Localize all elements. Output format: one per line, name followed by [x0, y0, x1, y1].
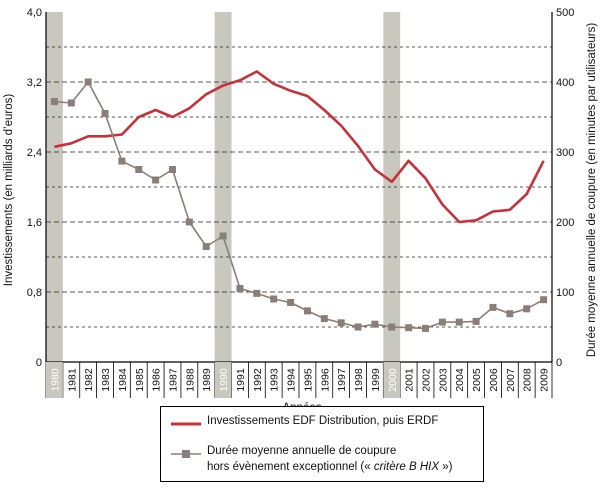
data-point: [489, 303, 497, 311]
legend-label-outage-line2: hors évènement exceptionnel (« critère B…: [207, 461, 452, 473]
data-point: [287, 299, 295, 306]
legend-label-outage-line2-end: »): [439, 461, 453, 473]
data-point: [84, 78, 92, 86]
y-tick-label-left: 2,4: [27, 147, 42, 159]
data-point: [438, 318, 446, 326]
legend-label-outage-line2-start: hors évènement exceptionnel («: [207, 461, 374, 473]
y-tick-label-right: 200: [556, 217, 574, 229]
data-point: [202, 243, 210, 250]
data-point: [506, 310, 514, 318]
series-1: [50, 78, 548, 332]
y-tick-label-right: 0: [556, 357, 562, 369]
legend-label-outage-line1: Durée moyenne annuelle de coupure: [207, 445, 397, 457]
x-tick-label: 1998: [353, 368, 365, 392]
data-point: [152, 176, 160, 184]
x-tick-label: 2004: [454, 368, 466, 392]
data-point: [67, 99, 75, 107]
x-tick-band-1980: [46, 362, 63, 398]
x-tick-label: 1981: [66, 368, 78, 392]
x-tick-band-2000: [383, 362, 401, 398]
y-tick-label-left: 0: [36, 357, 42, 369]
highlight-bands: [46, 12, 401, 362]
y-axis-label-left: Investissements (en milliards d’euros): [3, 94, 15, 287]
data-point: [540, 296, 548, 304]
series-0: [54, 70, 545, 224]
y-tick-label-left: 1,6: [27, 217, 42, 229]
data-point: [118, 157, 126, 165]
x-tick-label: 1984: [117, 368, 129, 392]
legend-swatch-outage: [171, 450, 201, 458]
x-tick-label: 1987: [168, 368, 180, 392]
x-tick-label: 1993: [269, 368, 281, 392]
data-point: [101, 110, 109, 117]
x-tick-label: 2009: [539, 368, 551, 392]
gridlines: [46, 46, 552, 328]
data-point: [253, 289, 261, 297]
y-axis-label-right: Durée moyenne annuelle de coupure (en mi…: [586, 23, 598, 358]
x-tick-label: 2005: [471, 368, 483, 392]
data-point: [169, 166, 176, 173]
x-tick-label: 1994: [286, 368, 298, 392]
x-tick-label: 1985: [134, 368, 146, 392]
y-tick-label-left: 0,8: [27, 287, 42, 299]
y-tick-label-right: 500: [556, 7, 574, 19]
x-tick-label: 2006: [488, 368, 500, 392]
data-point: [388, 323, 396, 331]
legend-label-investments: Investissements EDF Distribution, puis E…: [207, 415, 439, 427]
x-tick-label: 1982: [83, 368, 95, 392]
y-tick-label-left: 4,0: [27, 7, 42, 19]
tick-labels: 0 0,8 1,6 2,4 3,2 4,0 0 100 200 300 400 500 1980 1981…: [27, 7, 574, 398]
data-point: [472, 317, 480, 325]
x-tick-label: 2002: [421, 368, 433, 392]
data-point: [371, 320, 379, 328]
legend: Investissements EDF Distribution, puis E…: [160, 406, 484, 482]
data-point: [455, 318, 463, 326]
x-tick-label: 1986: [151, 368, 163, 392]
highlight-band-2000: [383, 12, 401, 362]
data-point: [320, 315, 328, 323]
data-point: [337, 319, 345, 327]
series-line-0: [54, 70, 545, 224]
data-point: [219, 232, 227, 240]
x-tick-label: 1991: [235, 368, 247, 392]
legend-label-outage-line2-em: critère B HIX: [373, 461, 440, 473]
data-point: [303, 307, 311, 315]
x-tick-label: 2003: [437, 368, 449, 392]
data-point: [185, 218, 193, 226]
axes: [45, 12, 553, 398]
x-tick-label: 1992: [252, 368, 264, 392]
data-point: [50, 98, 58, 106]
x-tick-band-1990: [214, 362, 232, 398]
y-tick-label-right: 300: [556, 147, 574, 159]
x-tick-label: 2000: [387, 368, 399, 392]
y-tick-label-left: 3,2: [27, 77, 42, 89]
legend-swatch-investments: [171, 422, 201, 426]
x-tick-label: 1997: [336, 368, 348, 392]
y-tick-label-right: 400: [556, 77, 574, 89]
data-point: [236, 285, 244, 292]
x-tick-label: 2001: [404, 368, 416, 392]
data-point: [523, 305, 531, 313]
x-tick-label: 1999: [370, 368, 382, 392]
series-lines: [50, 70, 548, 332]
data-point: [405, 324, 413, 332]
data-point: [135, 166, 143, 173]
x-tick-label: 2008: [522, 368, 534, 392]
data-point: [422, 324, 429, 332]
y-tick-label-right: 100: [556, 287, 574, 299]
data-point: [354, 323, 362, 331]
highlight-band-1990: [214, 12, 232, 362]
x-tick-label: 1983: [100, 368, 112, 392]
data-point: [270, 295, 278, 303]
series-line-1: [54, 81, 544, 330]
x-tick-label: 1995: [302, 368, 314, 392]
x-tick-label: 1988: [184, 368, 196, 392]
x-tick-label: 1989: [201, 368, 213, 392]
x-tick-label: 1980: [49, 368, 61, 392]
x-tick-label: 1990: [218, 368, 230, 392]
x-tick-label: 1996: [319, 368, 331, 392]
x-tick-label: 2007: [505, 368, 517, 392]
